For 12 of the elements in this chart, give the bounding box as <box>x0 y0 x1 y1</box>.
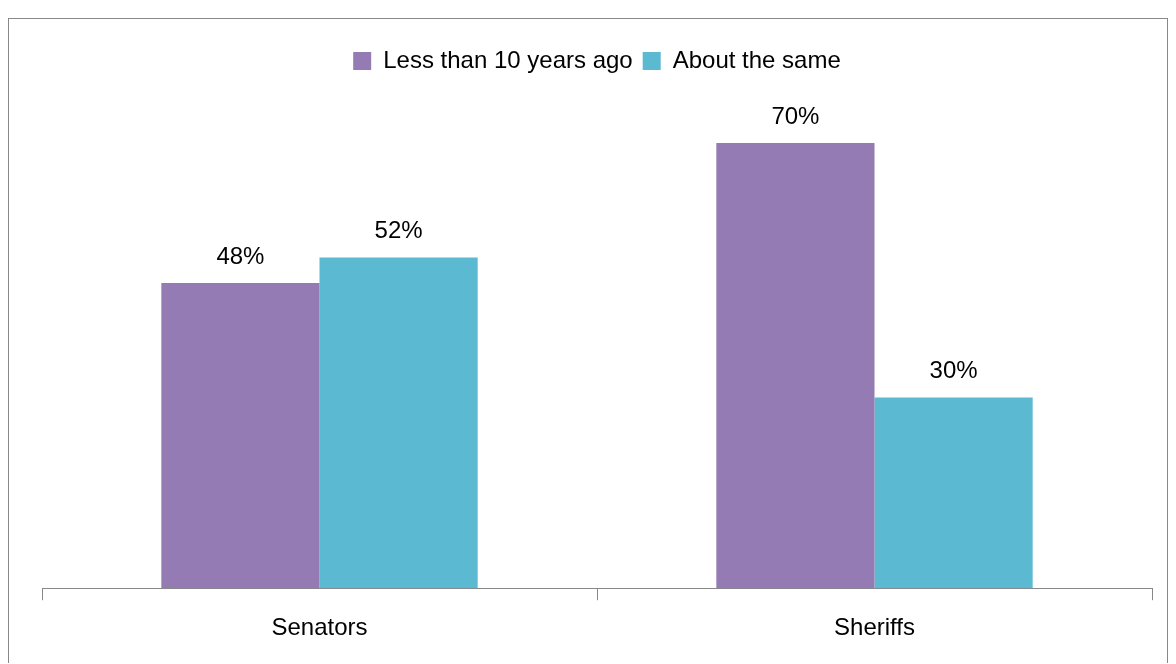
x-tick-label: Senators <box>271 613 368 641</box>
bar <box>319 257 478 589</box>
data-label: 30% <box>929 356 978 384</box>
x-tick-label: Sheriffs <box>834 613 915 641</box>
data-label: 52% <box>374 216 423 244</box>
bar <box>874 397 1033 589</box>
legend-label: About the same <box>672 45 841 73</box>
bar <box>716 143 875 589</box>
legend-label: Less than 10 years ago <box>383 45 633 73</box>
data-label: 48% <box>216 241 265 269</box>
data-label: 70% <box>771 101 820 129</box>
bar <box>161 282 320 589</box>
